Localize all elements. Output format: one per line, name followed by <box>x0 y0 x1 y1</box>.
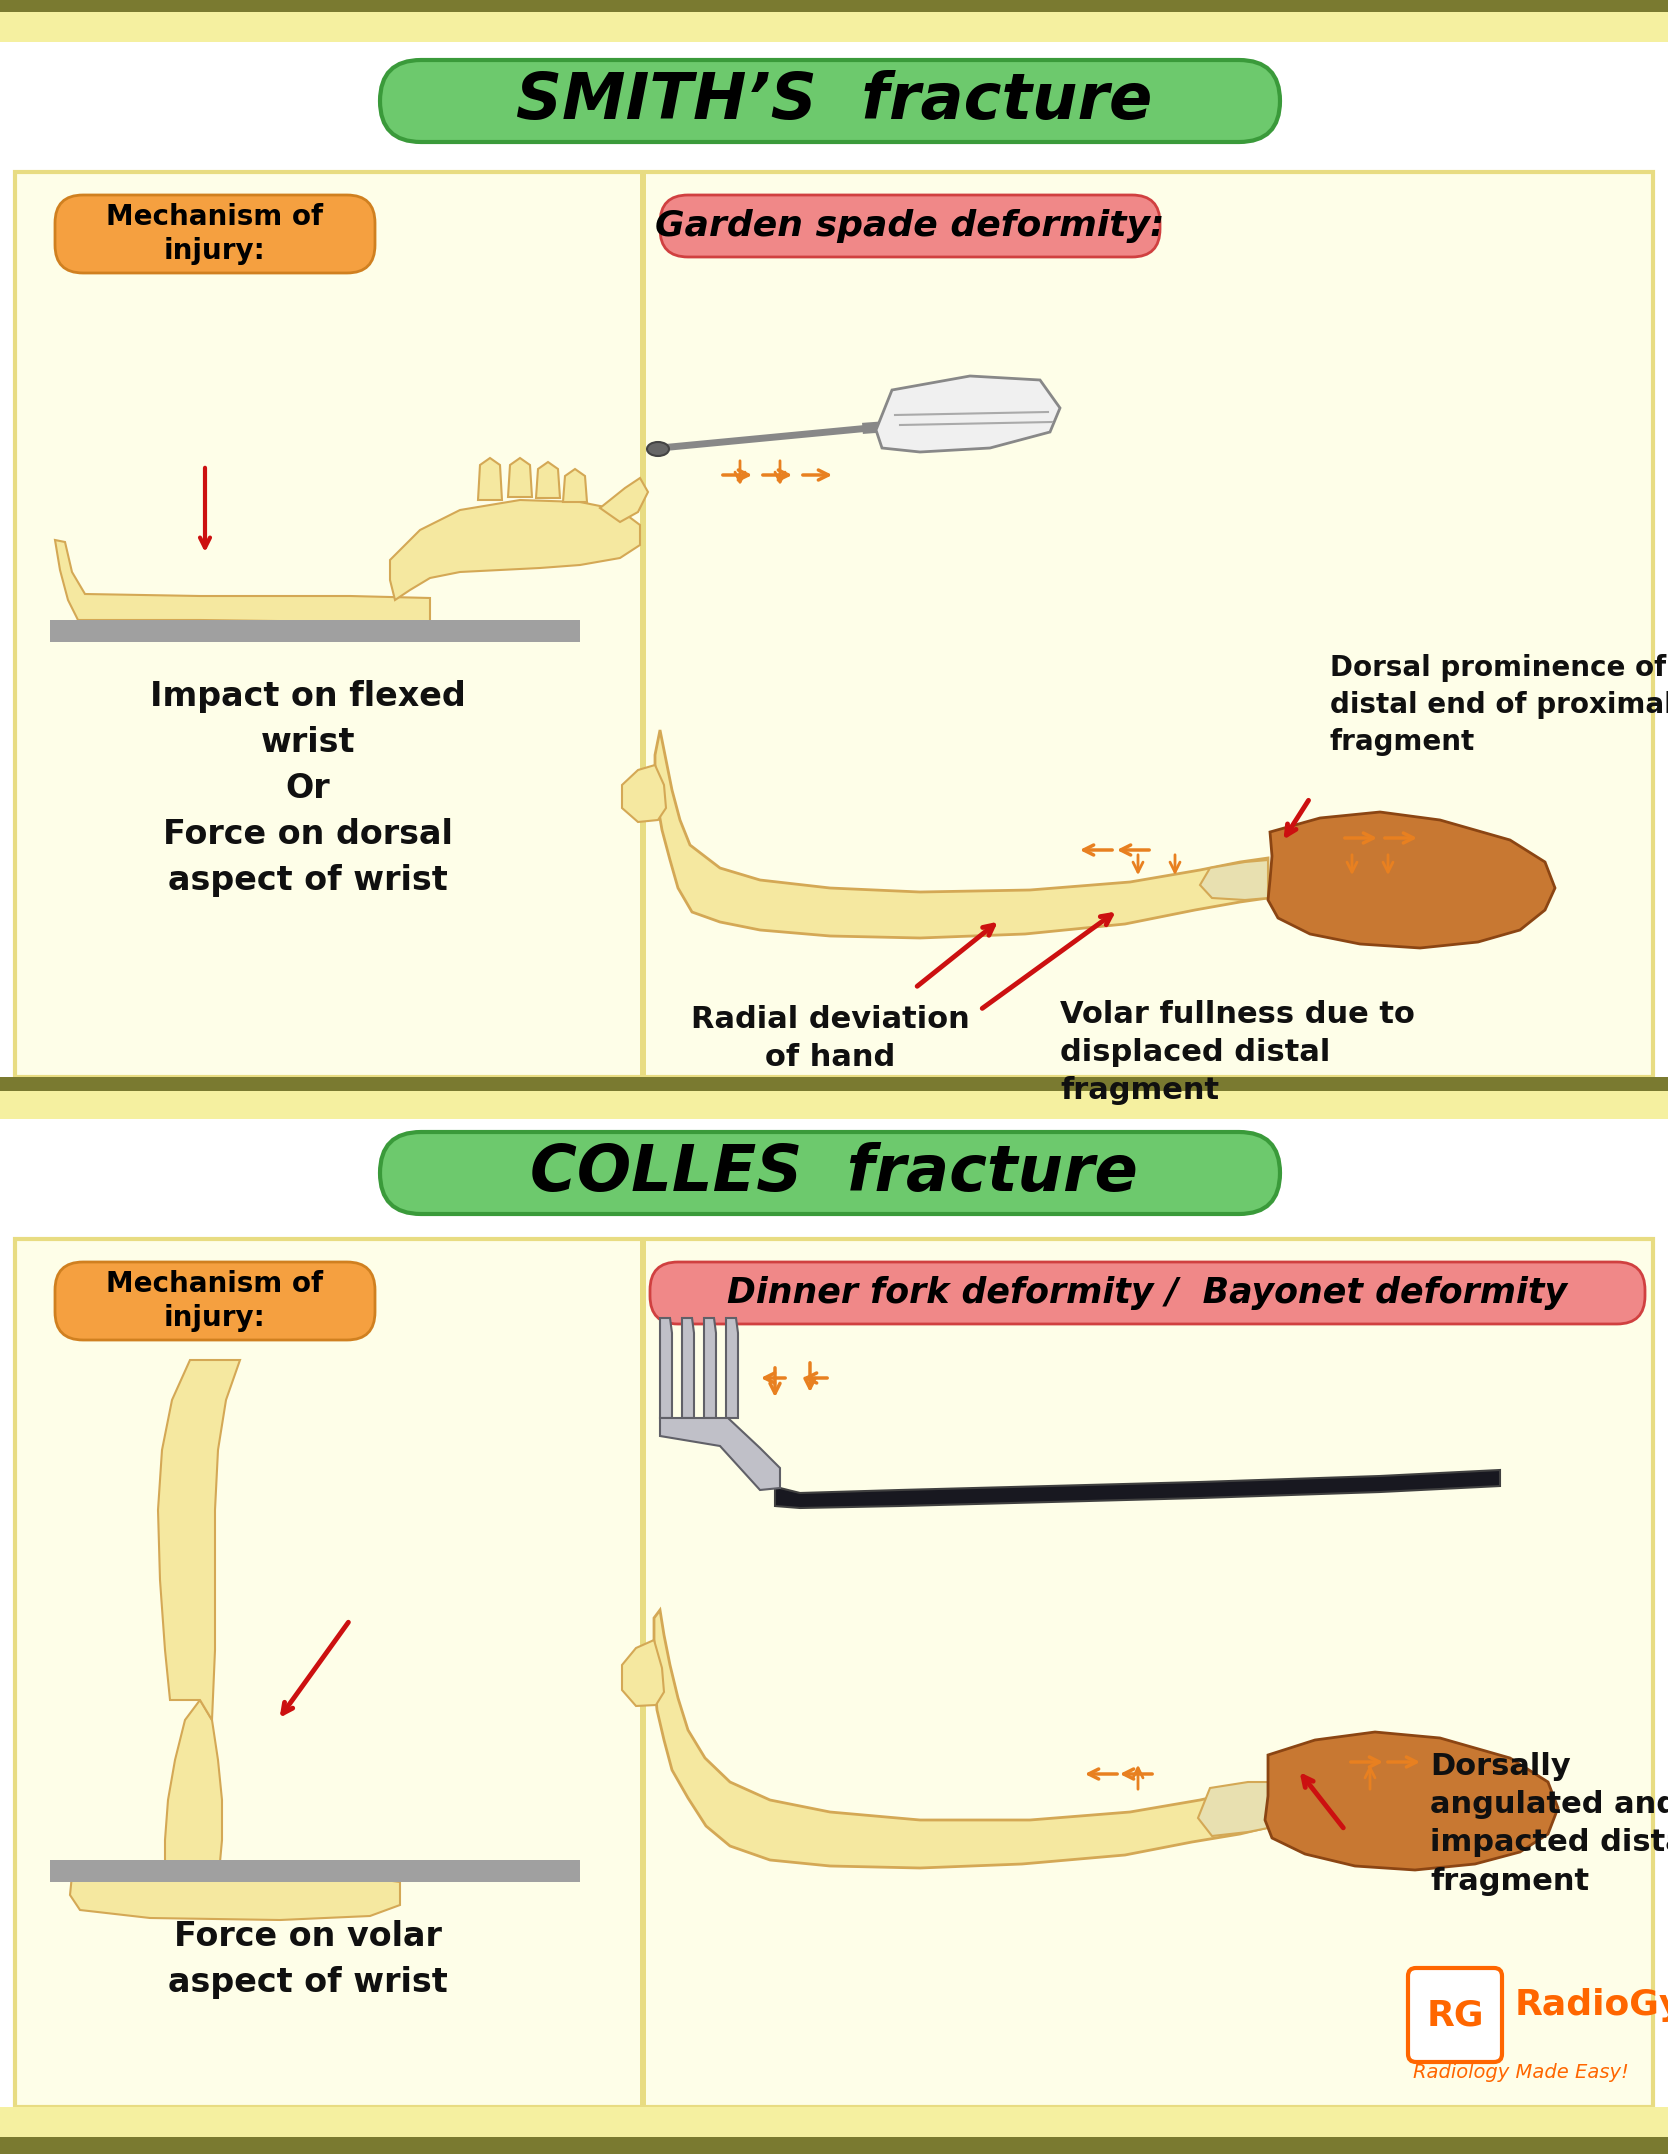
Text: Garden spade deformity:: Garden spade deformity: <box>656 209 1164 243</box>
Text: Dinner fork deformity /  Bayonet deformity: Dinner fork deformity / Bayonet deformit… <box>727 1275 1566 1310</box>
Text: SMITH’S  fracture: SMITH’S fracture <box>515 69 1153 131</box>
Polygon shape <box>564 470 587 502</box>
Ellipse shape <box>647 442 669 457</box>
Polygon shape <box>600 478 647 521</box>
Bar <box>641 1239 646 2107</box>
Polygon shape <box>509 459 532 498</box>
Polygon shape <box>726 1318 737 1417</box>
Polygon shape <box>704 1318 716 1417</box>
Polygon shape <box>654 1609 1264 1868</box>
Text: Dorsally
angulated and
impacted distal
fragment: Dorsally angulated and impacted distal f… <box>1429 1751 1668 1896</box>
Polygon shape <box>535 461 560 498</box>
Bar <box>15 172 1653 1077</box>
Polygon shape <box>661 1318 672 1417</box>
Text: Radiology Made Easy!: Radiology Made Easy! <box>1413 2064 1630 2081</box>
Polygon shape <box>55 541 430 623</box>
Text: Mechanism of
injury:: Mechanism of injury: <box>107 202 324 265</box>
Polygon shape <box>1268 812 1555 948</box>
Polygon shape <box>1264 1732 1558 1870</box>
FancyBboxPatch shape <box>651 1262 1645 1325</box>
Polygon shape <box>622 765 666 823</box>
Bar <box>0 1090 1668 1118</box>
FancyBboxPatch shape <box>380 1133 1279 1215</box>
Bar <box>0 1077 1668 1118</box>
Text: COLLES  fracture: COLLES fracture <box>530 1142 1138 1204</box>
Bar <box>641 172 646 1077</box>
Bar <box>0 13 1668 41</box>
Text: Dorsal prominence of
distal end of proximal
fragment: Dorsal prominence of distal end of proxi… <box>1329 655 1668 756</box>
Bar <box>0 2107 1668 2137</box>
Polygon shape <box>479 459 502 500</box>
Bar <box>15 1239 1653 2107</box>
Bar <box>0 1077 1668 1090</box>
Text: Impact on flexed
wrist
Or
Force on dorsal
aspect of wrist: Impact on flexed wrist Or Force on dorsa… <box>150 681 465 896</box>
Text: Force on volar
aspect of wrist: Force on volar aspect of wrist <box>168 1919 449 1999</box>
Polygon shape <box>682 1318 694 1417</box>
Polygon shape <box>158 1359 240 1721</box>
Polygon shape <box>656 730 1268 937</box>
Polygon shape <box>390 500 641 601</box>
Text: Mechanism of
injury:: Mechanism of injury: <box>107 1269 324 1333</box>
Bar <box>50 620 580 642</box>
Polygon shape <box>622 1639 664 1706</box>
Text: Volar fullness due to
displaced distal
fragment: Volar fullness due to displaced distal f… <box>1059 999 1414 1105</box>
FancyBboxPatch shape <box>380 60 1279 142</box>
Polygon shape <box>165 1700 222 1861</box>
FancyBboxPatch shape <box>55 1262 375 1340</box>
Bar <box>0 0 1668 13</box>
FancyBboxPatch shape <box>661 196 1159 256</box>
Polygon shape <box>661 1417 781 1491</box>
Polygon shape <box>776 1469 1500 1508</box>
FancyBboxPatch shape <box>55 196 375 274</box>
Text: RadioGyan: RadioGyan <box>1515 1988 1668 2023</box>
FancyBboxPatch shape <box>1408 1969 1501 2061</box>
Text: RG: RG <box>1426 1999 1485 2031</box>
Polygon shape <box>1199 859 1268 900</box>
Bar <box>0 41 1668 172</box>
Polygon shape <box>1198 1781 1268 1835</box>
Bar <box>0 2137 1668 2154</box>
Text: Radial deviation
of hand: Radial deviation of hand <box>691 1006 969 1073</box>
Polygon shape <box>876 377 1059 452</box>
Bar <box>50 1861 580 1883</box>
Bar <box>0 1118 1668 1239</box>
Polygon shape <box>70 1861 400 1919</box>
